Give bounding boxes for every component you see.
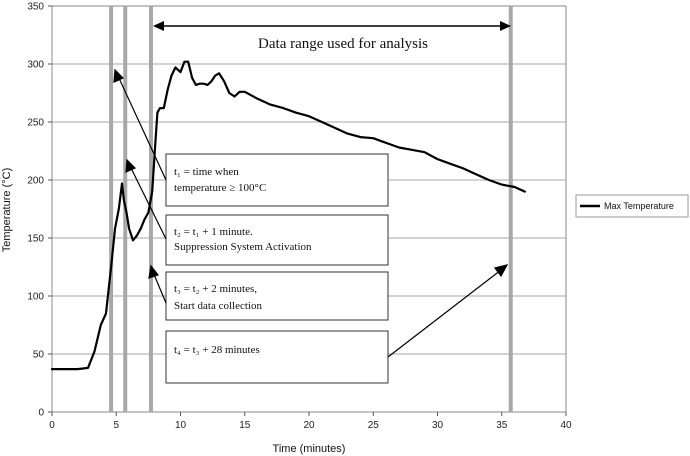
y-tick-label: 50: [33, 350, 45, 361]
arrow-t1: [117, 75, 167, 181]
note-t1-line1: t₁ = time when: [174, 166, 239, 178]
arrow-t3-head: [148, 264, 159, 279]
y-tick-label: 100: [27, 292, 44, 303]
axes: 0 5 10 15 20 25 30 35 40 0 50 100 150 200 250 300 350: [27, 2, 572, 432]
series-layer: [50, 60, 527, 371]
legend-label: Max Temperature: [604, 201, 674, 211]
range-annotation: Data range used for analysis: [153, 21, 511, 52]
y-tick-label: 150: [27, 234, 44, 245]
note-t4-box: [165, 330, 389, 384]
gridlines: [52, 63, 566, 355]
note-t4: t₄ = t₃ + 28 minutes: [165, 330, 389, 384]
marker-t1: [109, 6, 114, 412]
x-tick-label: 30: [432, 420, 444, 431]
legend: Max Temperature: [575, 194, 689, 218]
note-t3-line1: t₃ = t₂ + 2 minutes,: [174, 283, 257, 295]
arrow-t1-head: [113, 68, 125, 83]
range-arrow-right-head: [500, 21, 511, 31]
note-t2-box: [165, 214, 389, 266]
arrow-t3: [152, 271, 167, 304]
x-tick-label: 5: [113, 420, 119, 431]
x-tick-label: 0: [49, 420, 55, 431]
note-t3-box: [165, 271, 389, 321]
x-tick-label: 40: [560, 420, 572, 431]
x-axis-title: Time (minutes): [273, 443, 346, 455]
note-t2: t₂ = t₁ + 1 minute. Suppression System A…: [165, 214, 389, 266]
arrow-t4-head: [493, 264, 509, 278]
note-t3: t₃ = t₂ + 2 minutes, Start data collecti…: [165, 271, 389, 321]
note-t1-line2: temperature ≥ 100°C: [174, 182, 266, 194]
note-t1-box: [165, 153, 389, 207]
arrow-t4: [387, 269, 502, 358]
y-tick-label: 300: [27, 60, 44, 71]
x-tick-label: 15: [239, 420, 251, 431]
note-t1: t₁ = time when temperature ≥ 100°C: [165, 153, 389, 207]
y-tick-label: 250: [27, 118, 44, 129]
x-tick-label: 35: [496, 420, 508, 431]
marker-t4: [508, 6, 513, 412]
arrow-t2-head: [125, 158, 137, 173]
x-tick-label: 10: [175, 420, 187, 431]
legend-box: [575, 194, 689, 218]
arrow-t2: [129, 165, 167, 240]
x-tick-label: 25: [368, 420, 380, 431]
range-label: Data range used for analysis: [258, 36, 428, 52]
y-axis-title: Temperature (°C): [1, 168, 13, 252]
callout-arrows: [113, 68, 509, 358]
x-tick-label: 20: [303, 420, 315, 431]
y-tick-label: 0: [38, 408, 44, 419]
note-t2-line2: Suppression System Activation: [174, 241, 312, 253]
note-t2-line1: t₂ = t₁ + 1 minute.: [174, 226, 253, 238]
y-tick-label: 200: [27, 176, 44, 187]
note-t4-line1: t₄ = t₃ + 28 minutes: [174, 344, 260, 356]
note-t3-line2: Start data collection: [174, 300, 262, 312]
series-line-max-temperature: [50, 60, 527, 371]
range-arrow-left-head: [153, 21, 164, 31]
y-tick-label: 350: [27, 2, 44, 13]
